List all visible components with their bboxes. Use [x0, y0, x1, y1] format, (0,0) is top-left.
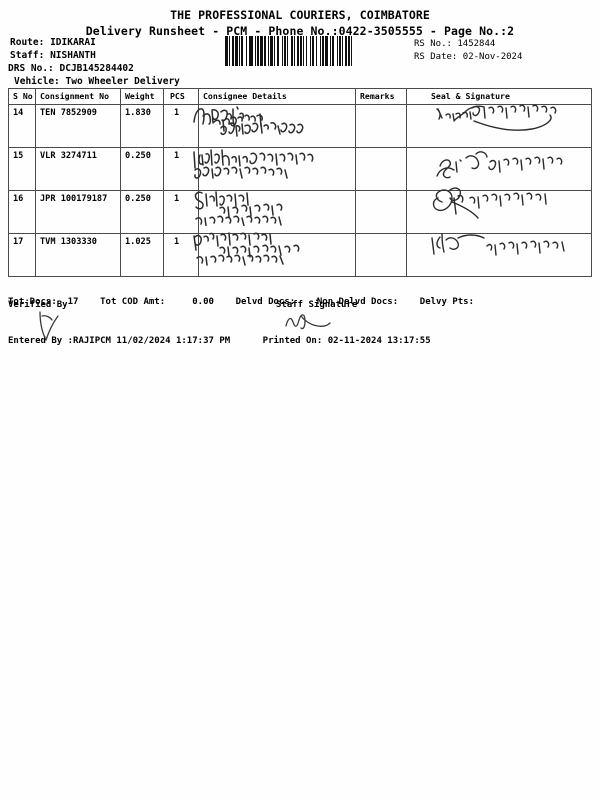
staff-label: Staff: [10, 50, 45, 61]
table-header-row: S No Consignment No Weight PCS Consignee… [8, 88, 592, 105]
cell-consignment-no: TVM 1303330 [35, 233, 121, 277]
col-header-remarks: Remarks [355, 88, 407, 105]
cell-seal-signature [406, 147, 592, 191]
cell-seal-signature [406, 190, 592, 234]
rs-date-value: 02-Nov-2024 [462, 52, 523, 62]
route-label: Route: [10, 37, 45, 48]
cell-s-no: 15 [8, 147, 36, 191]
staff-signature-label: Staff Signature [276, 300, 358, 310]
cell-remarks [355, 104, 407, 148]
cell-weight: 1.025 [120, 233, 164, 277]
route-value: IDIKARAI [50, 37, 96, 48]
cell-remarks [355, 190, 407, 234]
rs-date-label: RS Date: [414, 52, 458, 62]
cell-remarks [355, 233, 407, 277]
rs-no-value: 1452844 [457, 39, 496, 49]
col-header-s-no: S No [8, 88, 36, 105]
vehicle-label: Vehicle: [14, 76, 60, 87]
summary-block: Tot Docs: 17 Tot COD Amt: 0.00 Delvd Doc… [8, 270, 474, 374]
summary-line-2: Entered By :RAJIPCM 11/02/2024 1:17:37 P… [8, 336, 431, 346]
rs-no-line: RS No.: 1452844 [414, 38, 522, 51]
table-row: 14 TEN 7852909 1.830 1 [8, 104, 592, 148]
rs-no-label: RS No.: [414, 39, 452, 49]
page-subtitle: Delivery Runsheet - PCM - Phone No.:0422… [85, 24, 515, 38]
rs-date-line: RS Date: 02-Nov-2024 [414, 51, 522, 64]
col-header-consignment-no: Consignment No [35, 88, 121, 105]
cell-consignment-no: JPR 100179187 [35, 190, 121, 234]
cell-consignee-details [198, 104, 356, 148]
cell-pcs: 1 [163, 147, 199, 191]
cell-consignee-details [198, 147, 356, 191]
header-meta-right: RS No.: 1452844 RS Date: 02-Nov-2024 [414, 38, 522, 64]
header-meta-left: Route: IDIKARAI Staff: NISHANTH DRS No.:… [8, 36, 180, 88]
drs-value: DCJB145284402 [59, 63, 134, 74]
summary-line-1: Tot Docs: 17 Tot COD Amt: 0.00 Delvd Doc… [8, 297, 474, 307]
col-header-seal-signature: Seal & Signature [406, 88, 592, 105]
vehicle-value: Two Wheeler Delivery [65, 76, 180, 87]
staff-value: NISHANTH [50, 50, 96, 61]
col-header-weight: Weight [120, 88, 164, 105]
cell-remarks [355, 147, 407, 191]
table-body: 14 TEN 7852909 1.830 1 15 VLR 3274711 0.250 1 16… [8, 104, 592, 277]
staff-line: Staff: NISHANTH [8, 49, 180, 62]
cell-s-no: 14 [8, 104, 36, 148]
vehicle-line: Vehicle: Two Wheeler Delivery [8, 75, 180, 88]
cell-consignment-no: TEN 7852909 [35, 104, 121, 148]
cell-weight: 1.830 [120, 104, 164, 148]
page-title: THE PROFESSIONAL COURIERS, COIMBATORE [170, 8, 430, 22]
barcode-image [225, 36, 356, 66]
col-header-pcs: PCS [163, 88, 199, 105]
route-line: Route: IDIKARAI [8, 36, 180, 49]
cell-consignment-no: VLR 3274711 [35, 147, 121, 191]
cell-seal-signature [406, 104, 592, 148]
cell-weight: 0.250 [120, 147, 164, 191]
col-header-consignee-details: Consignee Details [198, 88, 356, 105]
cell-weight: 0.250 [120, 190, 164, 234]
verified-by-label: Verified By [8, 300, 68, 310]
table-row: 15 VLR 3274711 0.250 1 [8, 147, 592, 191]
cell-s-no: 16 [8, 190, 36, 234]
table-row: 16 JPR 100179187 0.250 1 [8, 190, 592, 234]
runsheet-table: S No Consignment No Weight PCS Consignee… [8, 88, 592, 277]
drs-label: DRS No.: [8, 63, 54, 74]
cell-pcs: 1 [163, 104, 199, 148]
cell-pcs: 1 [163, 190, 199, 234]
cell-consignee-details [198, 190, 356, 234]
drs-line: DRS No.: DCJB145284402 [8, 62, 180, 75]
